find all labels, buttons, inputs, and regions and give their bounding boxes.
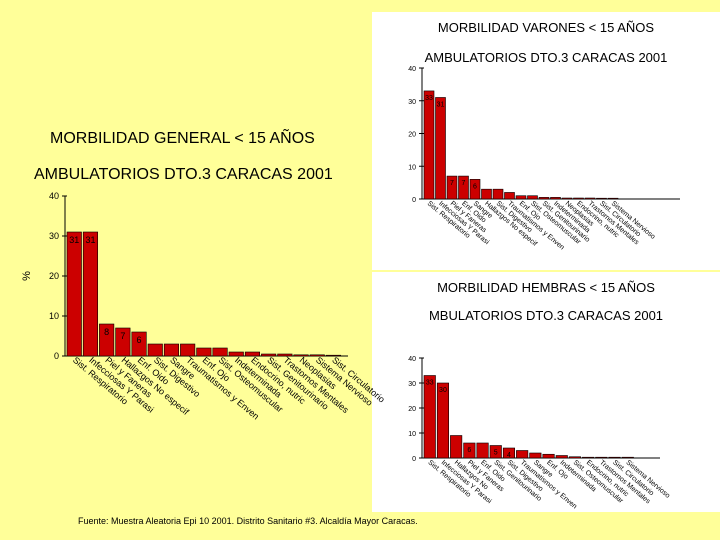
data-label: 8 [104, 327, 109, 337]
y-tick-label: 10 [408, 431, 416, 438]
bar [469, 179, 481, 200]
bar [115, 327, 131, 357]
bar [529, 452, 542, 459]
data-label: 6 [467, 447, 471, 454]
bar [515, 195, 527, 200]
bar [584, 197, 596, 200]
bar [277, 353, 293, 357]
bar [481, 188, 492, 200]
bar [489, 445, 502, 459]
data-label: 31 [437, 101, 445, 108]
hembras-title: MORBILIDAD HEMBRAS < 15 AÑOS [437, 280, 655, 295]
y-tick-label: 10 [49, 311, 59, 321]
bar [212, 347, 228, 357]
bar [607, 197, 619, 200]
bar [450, 435, 463, 459]
bar [595, 456, 608, 459]
source-footer: Fuente: Muestra Aleatoria Epi 10 2001. D… [78, 516, 418, 526]
bar [561, 197, 573, 200]
bar [228, 351, 244, 357]
bar [568, 456, 581, 459]
bar [550, 197, 561, 200]
bar [66, 231, 82, 357]
bar [180, 343, 196, 357]
bar [582, 456, 595, 459]
y-tick-label: 0 [412, 197, 416, 204]
bar [261, 353, 277, 357]
varones-subtitle: AMBULATORIOS DTO.3 CARACAS 2001 [424, 50, 668, 65]
bar [436, 382, 450, 459]
bar [504, 192, 515, 200]
bar [492, 188, 504, 200]
bar [621, 456, 634, 459]
bar [423, 90, 435, 200]
data-label: 6 [473, 183, 477, 190]
bar [163, 343, 179, 357]
hembras-subtitle: MBULATORIOS DTO.3 CARACAS 2001 [428, 308, 664, 323]
bar [527, 195, 538, 200]
data-label: 33 [426, 380, 434, 387]
data-label: 33 [425, 95, 433, 102]
bar [244, 351, 260, 357]
bar [147, 343, 163, 357]
bar [293, 354, 309, 357]
bar [555, 455, 568, 459]
y-tick-label: 0 [412, 456, 416, 463]
bar [82, 231, 98, 357]
bar [542, 453, 555, 459]
bar [131, 331, 147, 357]
bar [325, 354, 342, 357]
bar [538, 197, 550, 200]
y-tick-label: 20 [408, 132, 416, 139]
general-title: MORBILIDAD GENERAL < 15 AÑOS [50, 130, 315, 147]
bar [573, 197, 584, 200]
data-label: 7 [462, 180, 466, 187]
bar [99, 323, 115, 357]
y-tick-label: 20 [408, 406, 416, 413]
data-label: 7 [120, 331, 125, 341]
bar [608, 456, 621, 459]
bar [516, 450, 529, 459]
bar [463, 442, 476, 459]
y-tick-label: 10 [408, 164, 416, 171]
y-tick-label: 40 [49, 191, 59, 201]
bar [196, 347, 212, 357]
bar [446, 175, 458, 200]
data-label: 31 [69, 235, 79, 245]
bar [423, 375, 436, 459]
y-tick-label: 0 [54, 351, 59, 361]
bar [309, 354, 325, 357]
data-label: 30 [439, 387, 447, 394]
bar [458, 175, 469, 200]
y-tick-label: 20 [49, 271, 59, 281]
general-subtitle: AMBULATORIOS DTO.3 CARACAS 2001 [34, 166, 333, 183]
data-label: 5 [494, 450, 498, 457]
bar [476, 442, 489, 459]
y-tick-label: 30 [408, 381, 416, 388]
bar [435, 97, 446, 200]
varones-title: MORBILIDAD VARONES < 15 AÑOS [437, 20, 655, 35]
y-tick-label: 30 [49, 231, 59, 241]
data-label: 6 [137, 335, 142, 345]
bar [596, 197, 607, 200]
decorative-triangle [0, 0, 60, 80]
bar [502, 447, 515, 459]
y-tick-label: 40 [408, 66, 416, 73]
y-tick-label: 40 [408, 356, 416, 363]
y-tick-label: 30 [408, 99, 416, 106]
data-label: 4 [507, 452, 511, 459]
y-axis-label: % [21, 271, 33, 281]
data-label: 31 [85, 235, 95, 245]
data-label: 7 [450, 180, 454, 187]
